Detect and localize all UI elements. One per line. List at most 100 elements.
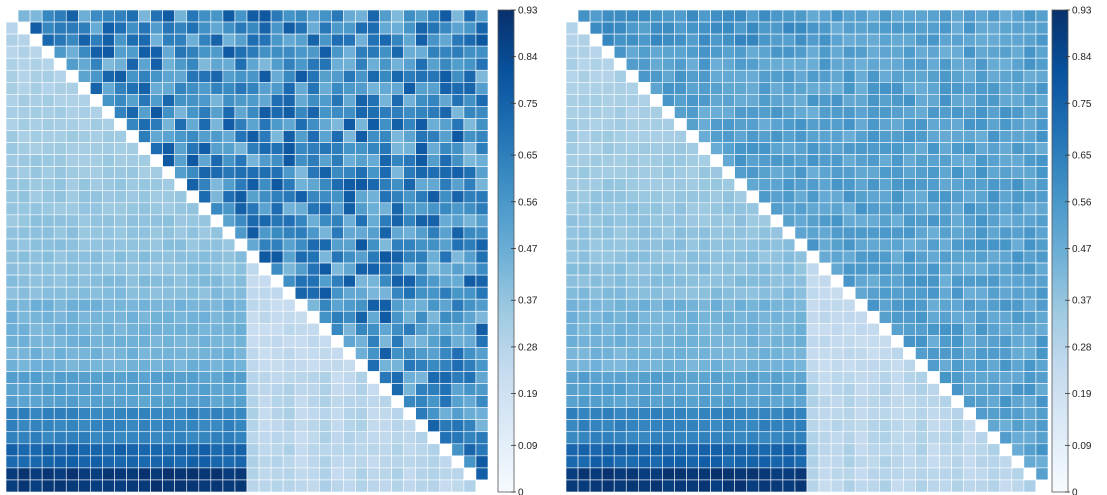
heatmap-right-cell bbox=[1011, 359, 1025, 372]
heatmap-left-cell bbox=[126, 142, 139, 155]
heatmap-left-cell bbox=[114, 371, 127, 384]
heatmap-right-cell bbox=[637, 467, 651, 481]
heatmap-right-cell bbox=[625, 286, 639, 300]
heatmap-left-cell bbox=[186, 467, 200, 481]
heatmap-right-cell bbox=[963, 395, 977, 408]
heatmap-right-cell bbox=[854, 154, 868, 167]
heatmap-right-cell bbox=[866, 190, 880, 204]
heatmap-left-cell bbox=[90, 190, 103, 204]
heatmap-left-cell bbox=[29, 154, 43, 167]
heatmap-left-cell bbox=[234, 419, 248, 433]
heatmap-left-cell bbox=[294, 9, 308, 23]
heatmap-left-cell bbox=[463, 142, 477, 155]
heatmap-left-cell bbox=[186, 202, 200, 216]
heatmap-right-cell bbox=[674, 190, 687, 204]
heatmap-right-cell bbox=[903, 298, 916, 312]
heatmap-right-cell bbox=[589, 383, 603, 396]
heatmap-right-cell bbox=[939, 371, 952, 384]
heatmap-left-cell bbox=[403, 455, 416, 469]
heatmap-right-cell bbox=[565, 274, 579, 288]
heatmap-left-cell bbox=[318, 33, 332, 47]
heatmap-right-cell bbox=[903, 154, 916, 167]
heatmap-left-cell bbox=[463, 69, 477, 83]
heatmap-left-cell bbox=[282, 130, 296, 143]
heatmap-right-cell bbox=[577, 419, 591, 433]
heatmap-right-cell bbox=[577, 262, 591, 276]
heatmap-right-cell bbox=[927, 142, 940, 155]
heatmap-left-cell bbox=[343, 274, 356, 288]
heatmap-left-cell bbox=[234, 130, 248, 143]
heatmap-left-cell bbox=[5, 118, 19, 131]
heatmap-right-cell bbox=[999, 467, 1013, 481]
heatmap-right-cell bbox=[758, 335, 772, 348]
heatmap-left-cell bbox=[246, 443, 260, 457]
heatmap-right-cell bbox=[565, 9, 579, 23]
heatmap-left-cell bbox=[379, 214, 392, 228]
heatmap-right-cell bbox=[987, 154, 1001, 167]
heatmap-right-cell bbox=[915, 359, 928, 372]
heatmap-right-cell bbox=[866, 238, 880, 252]
heatmap-right-cell bbox=[927, 118, 940, 131]
heatmap-right-cell bbox=[662, 407, 675, 420]
heatmap-left-cell bbox=[331, 226, 344, 240]
heatmap-right-cell bbox=[662, 130, 675, 143]
heatmap-left-cell bbox=[102, 407, 115, 420]
heatmap-left-cell bbox=[5, 21, 19, 35]
heatmap-left-cell bbox=[391, 45, 404, 59]
heatmap-right-cell bbox=[878, 274, 892, 288]
heatmap-right-cell bbox=[746, 142, 760, 155]
heatmap-right-cell bbox=[927, 322, 940, 336]
heatmap-right-cell bbox=[794, 347, 808, 360]
heatmap-right-cell bbox=[710, 383, 723, 396]
heatmap-left-cell bbox=[102, 431, 115, 445]
heatmap-left-cell bbox=[78, 310, 91, 324]
heatmap-right-cell bbox=[686, 298, 699, 312]
heatmap-left-cell bbox=[17, 190, 31, 204]
heatmap-right-cell bbox=[662, 250, 675, 264]
heatmap-left-cell bbox=[53, 9, 67, 23]
heatmap-left-cell bbox=[427, 322, 441, 336]
heatmap-right-cell bbox=[782, 118, 796, 131]
heatmap-left-cell bbox=[222, 250, 236, 264]
heatmap-right-cell bbox=[951, 69, 964, 83]
heatmap-right-cell bbox=[565, 238, 579, 252]
heatmap-left-cell bbox=[29, 395, 43, 408]
heatmap-right-cell bbox=[951, 407, 964, 420]
heatmap-left-cell bbox=[403, 190, 416, 204]
heatmap-left-cell bbox=[282, 467, 296, 481]
heatmap-left-cell bbox=[150, 82, 163, 95]
heatmap-right-cell bbox=[758, 202, 772, 216]
heatmap-right-cell bbox=[577, 94, 591, 107]
heatmap-left-cell bbox=[114, 178, 127, 192]
heatmap-left-cell bbox=[41, 395, 55, 408]
heatmap-left-cell bbox=[379, 359, 392, 372]
heatmap-left-cell bbox=[294, 154, 308, 167]
heatmap-left-cell bbox=[78, 238, 91, 252]
heatmap-right-cell bbox=[818, 106, 832, 119]
heatmap-right-cell bbox=[758, 395, 772, 408]
heatmap-right-cell bbox=[601, 322, 615, 336]
heatmap-left-cell bbox=[222, 106, 236, 119]
heatmap-left-cell bbox=[234, 431, 248, 445]
heatmap-left-cell bbox=[451, 262, 465, 276]
heatmap-right-cell bbox=[830, 443, 844, 457]
heatmap-left-cell bbox=[186, 238, 200, 252]
heatmap-right-cell bbox=[722, 407, 736, 420]
heatmap-right-cell bbox=[999, 226, 1013, 240]
heatmap-left-cell bbox=[415, 310, 429, 324]
heatmap-left-cell bbox=[355, 214, 368, 228]
heatmap-left-cell bbox=[294, 202, 308, 216]
heatmap-right-cell bbox=[1023, 455, 1037, 469]
heatmap-right-cell bbox=[915, 286, 928, 300]
heatmap-right-cell bbox=[927, 57, 940, 71]
heatmap-right-cell bbox=[878, 419, 892, 433]
heatmap-left-cell bbox=[282, 45, 296, 59]
heatmap-right-cell bbox=[710, 190, 723, 204]
heatmap-right-cell bbox=[686, 359, 699, 372]
colorbar-right-tick-label: 0.56 bbox=[1072, 197, 1092, 208]
heatmap-left-cell bbox=[53, 262, 67, 276]
heatmap-right-cell bbox=[842, 455, 856, 469]
heatmap-right-cell bbox=[770, 33, 784, 47]
heatmap-right-cell bbox=[830, 202, 844, 216]
heatmap-right-cell bbox=[951, 57, 964, 71]
